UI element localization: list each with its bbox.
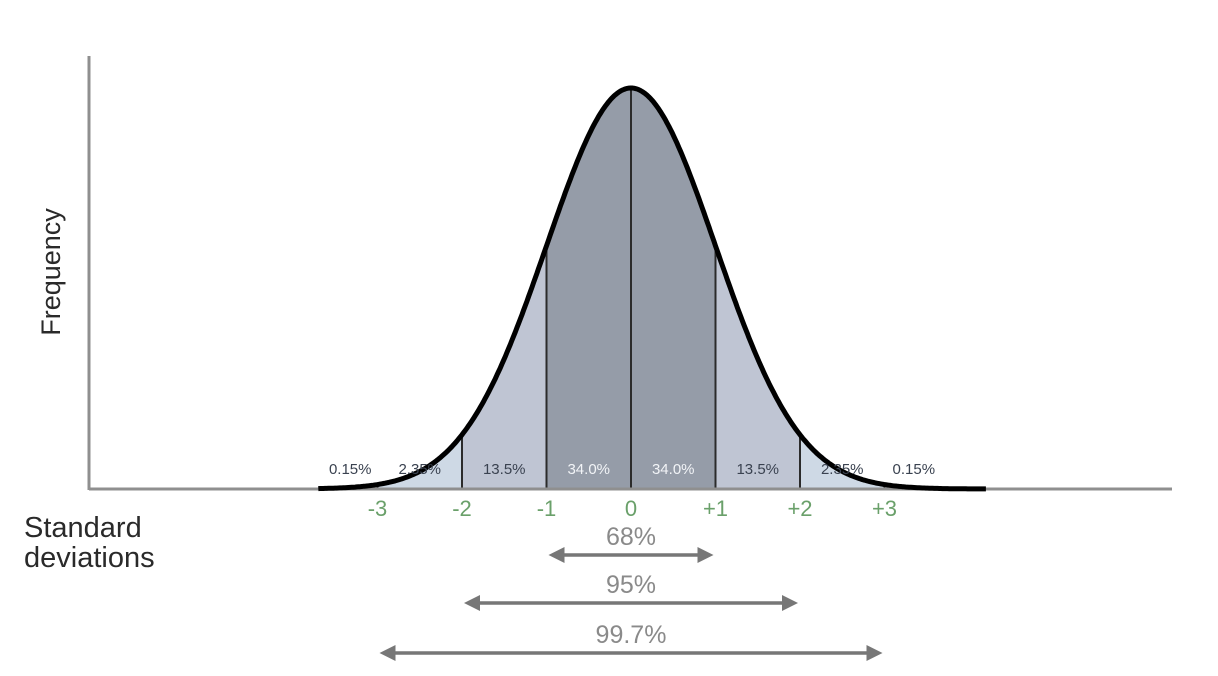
range-label-3: 99.7% bbox=[596, 621, 667, 649]
segment-label-4: 34.0% bbox=[567, 461, 610, 478]
segment-label-3: 13.5% bbox=[483, 461, 526, 478]
segment-label-1: 0.15% bbox=[329, 461, 372, 478]
y-axis-label: Frequency bbox=[36, 208, 66, 336]
segment-label-2: 2.35% bbox=[398, 461, 441, 478]
range-arrow-2 bbox=[464, 595, 798, 611]
normal-curve-line bbox=[317, 85, 987, 492]
segment-label-8: 0.15% bbox=[893, 461, 936, 478]
x-tick-label-1: -3 bbox=[368, 496, 388, 521]
x-axis-label: Standard deviations bbox=[24, 512, 155, 574]
range-label-1: 68% bbox=[606, 523, 656, 551]
segment-area-5 bbox=[631, 88, 716, 489]
x-tick-label-4: 0 bbox=[625, 496, 637, 521]
range-arrow-1 bbox=[548, 547, 714, 563]
segment-area-7 bbox=[800, 434, 885, 489]
segment-area-2 bbox=[377, 434, 462, 489]
x-tick-label-3: -1 bbox=[537, 496, 557, 521]
divider-layer bbox=[376, 88, 886, 489]
range-layer: 68% 95% 99.7% bbox=[379, 523, 883, 661]
axis-layer bbox=[87, 56, 1172, 491]
x-tick-label-7: +3 bbox=[872, 496, 897, 521]
segment-label-layer: 0.15% 2.35% 13.5% 34.0% 34.0% 13.5% 2.35% 0.15% bbox=[329, 461, 935, 478]
range-arrow-3 bbox=[379, 645, 883, 661]
segment-label-7: 2.35% bbox=[821, 461, 864, 478]
segment-layer bbox=[318, 88, 969, 489]
segment-label-6: 13.5% bbox=[736, 461, 779, 478]
tick-label-layer: -3 -2 -1 0 +1 +2 +3 bbox=[368, 496, 897, 521]
segment-label-5: 34.0% bbox=[652, 461, 695, 478]
x-tick-label-6: +2 bbox=[787, 496, 812, 521]
x-tick-label-5: +1 bbox=[703, 496, 728, 521]
segment-area-4 bbox=[546, 88, 631, 489]
x-tick-label-2: -2 bbox=[452, 496, 472, 521]
range-label-2: 95% bbox=[606, 571, 656, 599]
